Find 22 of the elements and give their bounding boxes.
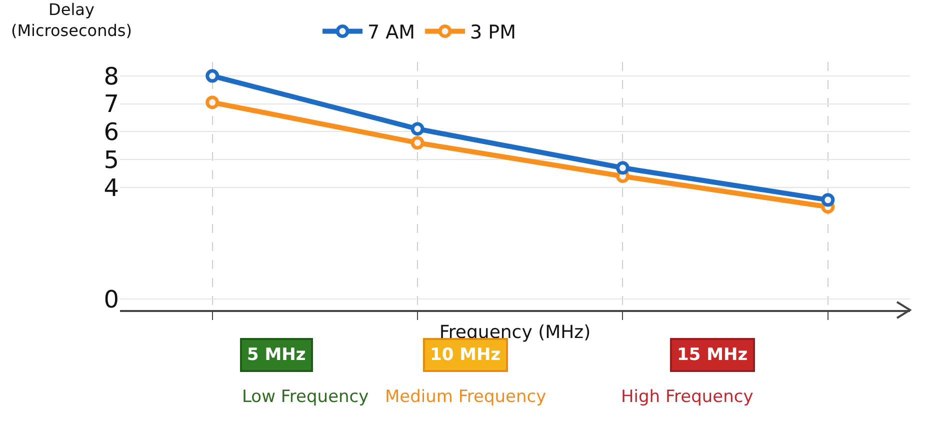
legend-label: 7 AM: [368, 22, 416, 44]
y-tick-label: 8: [104, 62, 119, 90]
text: 5 MHz: [247, 345, 306, 365]
point: [206, 96, 220, 110]
point: [410, 136, 424, 150]
text: Low Frequency: [242, 387, 369, 407]
y-tick-label: 4: [104, 174, 119, 202]
text: 15 MHz: [677, 345, 748, 365]
text: High Frequency: [621, 387, 754, 407]
point: [206, 69, 220, 83]
point: [410, 122, 424, 136]
y-tick-label: 6: [104, 118, 119, 146]
y-tick-label: 5: [104, 146, 119, 174]
point: [616, 161, 630, 175]
y-tick-label: 7: [104, 90, 119, 118]
point: [821, 193, 835, 207]
y-tick-label: 0: [104, 285, 119, 314]
x-axis-title: Frequency (MHz): [439, 322, 591, 343]
legend-label: 3 PM: [470, 22, 516, 44]
y-axis-title: Delay (Microseconds): [11, 0, 132, 40]
text: 10 MHz: [430, 345, 501, 365]
text: Medium Frequency: [385, 387, 546, 407]
